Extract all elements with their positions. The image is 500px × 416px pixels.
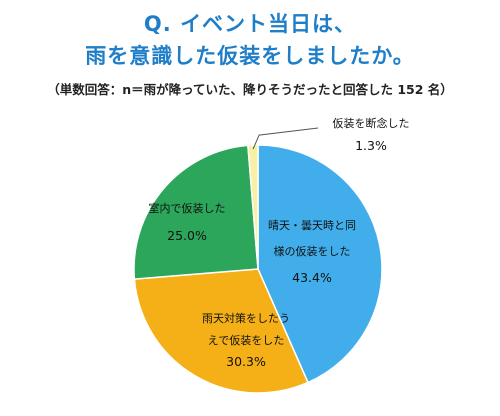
pie-slice-2 <box>133 268 309 394</box>
slice-4-value-label: 1.3% <box>355 138 387 153</box>
pie-slice-3 <box>133 144 259 280</box>
slice-3-label-line-1: 室内で仮装した <box>149 201 226 215</box>
chart-title-line-2: 雨を意識した仮装をしましたか。 <box>85 44 415 68</box>
slice-1-label-line-1: 晴天・曇天時と同 <box>268 219 356 232</box>
slice-3-value-label: 25.0% <box>167 228 207 243</box>
pie-slice-4 <box>247 144 259 270</box>
slice-1-value-label: 43.4% <box>292 270 332 285</box>
slice-1-label-line-2: 様の仮装をした <box>274 244 351 258</box>
slice-2-label-line-1: 雨天対策をしたう <box>202 311 290 325</box>
chart-subtitle: （単数回答：n＝雨が降っていた、降りそうだったと回答した 152 名） <box>47 82 453 97</box>
pie-slice-1 <box>257 144 383 384</box>
slice-2-label-line-2: えで仮装をした <box>208 334 285 347</box>
slice-2-value-label: 30.3% <box>226 354 266 369</box>
slice-4-label-line-1: 仮装を断念した <box>333 116 410 130</box>
leader-line-slice-4 <box>252 127 319 150</box>
chart-title-line-1: Q. イベント当日は、 <box>143 12 357 36</box>
